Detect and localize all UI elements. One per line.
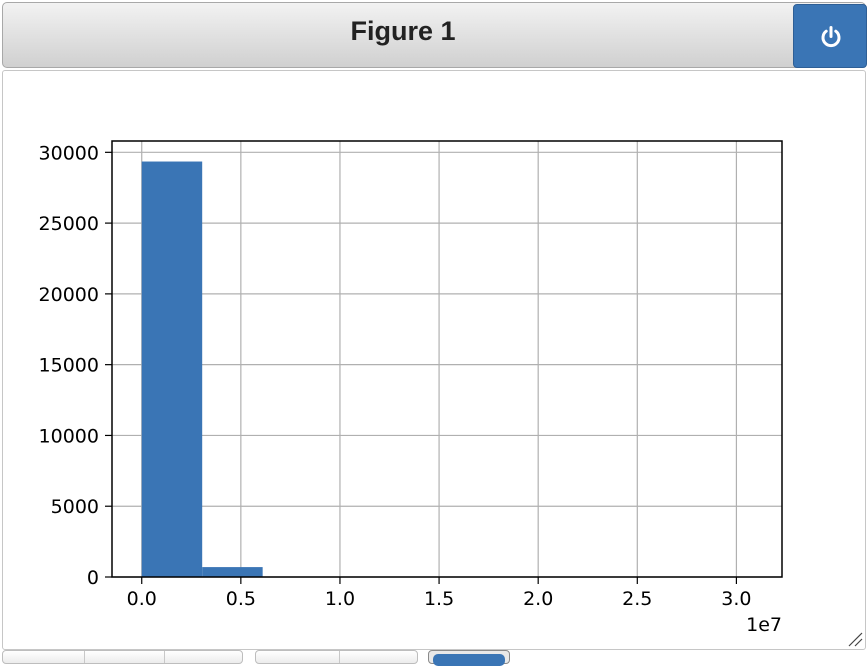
x-tick-label: 0.0: [127, 588, 157, 610]
figure-titlebar: Figure 1: [2, 2, 866, 68]
histogram-bar: [202, 567, 262, 577]
x-tick-label: 1.0: [325, 588, 355, 610]
pan-button[interactable]: [256, 651, 340, 663]
close-figure-button[interactable]: [793, 4, 867, 68]
figure-canvas[interactable]: 0.0 0.5 1.0 1.5 2.0 2.5 3.0 0 5000 10000 15000 2000…: [2, 70, 866, 650]
y-tick-label: 15000: [39, 355, 99, 377]
x-offset-label: 1e7: [746, 614, 782, 636]
figure-title: Figure 1: [3, 3, 803, 59]
navigation-toolbar-group: [2, 650, 243, 664]
power-icon: [818, 24, 844, 50]
mode-toolbar-group: [255, 650, 418, 664]
y-tick-label: 20000: [39, 284, 99, 306]
histogram-chart: 0.0 0.5 1.0 1.5 2.0 2.5 3.0 0 5000 10000 15000 2000…: [3, 71, 865, 649]
x-tick-label: 2.0: [523, 588, 553, 610]
plot-area: [112, 141, 782, 577]
histogram-bar: [142, 162, 202, 577]
y-tick-label: 25000: [39, 213, 99, 235]
resize-grip-icon[interactable]: [847, 631, 863, 647]
forward-button[interactable]: [165, 651, 242, 663]
y-tick-label: 5000: [51, 496, 99, 518]
x-tick-label: 1.5: [424, 588, 454, 610]
y-tick-label: 30000: [39, 142, 99, 164]
download-toolbar-group: [428, 650, 510, 664]
x-tick-label: 3.0: [721, 588, 751, 610]
back-button[interactable]: [85, 651, 164, 663]
x-tick-label: 0.5: [226, 588, 256, 610]
y-tick-label: 0: [87, 567, 99, 589]
zoom-button[interactable]: [340, 651, 417, 663]
y-tick-label: 10000: [39, 425, 99, 447]
home-button[interactable]: [3, 651, 85, 663]
x-tick-label: 2.5: [622, 588, 652, 610]
